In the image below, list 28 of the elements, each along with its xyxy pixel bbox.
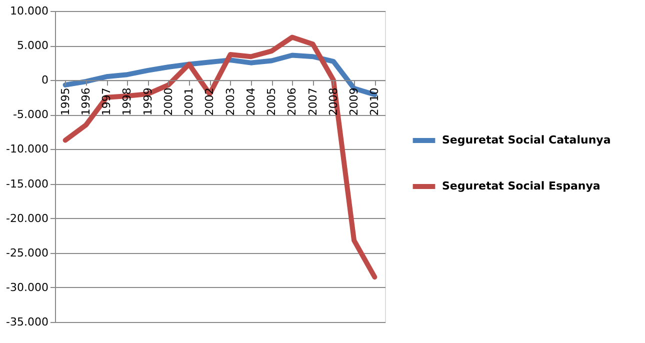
x-tick-label: 1998 [120,88,134,116]
x-tick-label: 2008 [326,88,340,116]
x-tick-label: 2005 [265,88,278,116]
x-tick-label: 1995 [58,88,72,116]
x-tick-label: 2007 [306,88,320,116]
y-tick-label: -10.000 [6,142,48,156]
y-tick-label: -30.000 [6,280,48,294]
x-tick-label: 2004 [244,88,258,116]
legend-label: Seguretat Social Catalunya [442,134,611,146]
x-tick-label: 2001 [182,88,196,116]
legend-label: Seguretat Social Espanya [442,180,600,192]
x-tick-label: 1997 [100,88,114,116]
x-tick-label: 2002 [203,88,216,116]
x-tick-label: 1999 [141,88,154,116]
y-tick-label: 5.000 [17,39,48,52]
x-tick-label: 2009 [348,88,361,116]
y-tick-label: 10.000 [10,4,48,18]
x-tick-label: 1996 [79,88,92,116]
y-tick-label: -35.000 [6,316,48,328]
y-tick-label: -25.000 [6,246,48,260]
x-tick-label: 2010 [368,88,382,116]
y-tick-label: -15.000 [6,177,48,190]
y-tick-label: -5.000 [13,108,48,122]
y-tick-label: 0 [42,74,48,87]
x-tick-label: 2000 [162,88,175,116]
x-tick-label: 2006 [286,88,299,116]
y-tick-label: -20.000 [6,212,48,225]
x-tick-label: 2003 [224,88,237,116]
